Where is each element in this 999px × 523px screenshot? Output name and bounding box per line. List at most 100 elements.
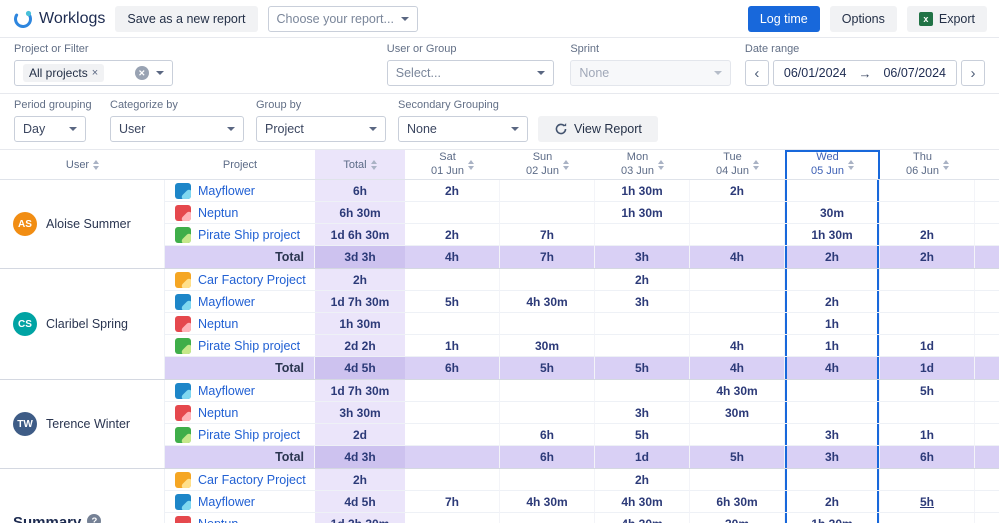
day-cell[interactable]: 2h: [595, 269, 690, 291]
group-by-select[interactable]: Project: [256, 116, 386, 142]
day-cell[interactable]: 1h 30m: [595, 180, 690, 202]
group-total-day-cell[interactable]: 6h: [500, 446, 595, 468]
day-cell[interactable]: 5h: [595, 424, 690, 446]
row-total-cell[interactable]: 2d: [315, 424, 405, 446]
project-link[interactable]: Mayflower: [198, 294, 255, 309]
day-cell[interactable]: [785, 269, 880, 291]
group-total-day-cell[interactable]: 5h: [690, 446, 785, 468]
project-link[interactable]: Mayflower: [198, 494, 255, 509]
day-cell[interactable]: [405, 469, 500, 491]
clear-icon[interactable]: ✕: [134, 66, 149, 80]
row-total-cell[interactable]: 1h 30m: [315, 313, 405, 335]
day-cell[interactable]: [690, 424, 785, 446]
column-header-day[interactable]: Mon 03 Jun: [595, 150, 690, 179]
day-cell[interactable]: [880, 313, 975, 335]
day-cell[interactable]: [500, 180, 595, 202]
group-total-cell[interactable]: 4d 3h: [315, 446, 405, 468]
group-total-cell[interactable]: 3d 3h: [315, 246, 405, 268]
day-cell[interactable]: [880, 291, 975, 313]
project-link[interactable]: Mayflower: [198, 383, 255, 398]
day-cell[interactable]: [500, 402, 595, 424]
choose-report-select[interactable]: Choose your report...: [267, 5, 418, 32]
day-cell[interactable]: 6h 30m: [690, 491, 785, 513]
start-date-input[interactable]: 06/01/2024: [783, 66, 847, 80]
group-total-day-cell[interactable]: 6h: [405, 357, 500, 379]
day-cell[interactable]: [690, 469, 785, 491]
day-cell[interactable]: 4h 30m: [500, 291, 595, 313]
group-total-day-cell[interactable]: 4h: [690, 357, 785, 379]
row-total-cell[interactable]: 3h 30m: [315, 402, 405, 424]
day-cell[interactable]: [785, 469, 880, 491]
day-cell[interactable]: 7h: [500, 224, 595, 246]
column-header-day[interactable]: Wed 05 Jun: [785, 150, 880, 179]
group-total-day-cell[interactable]: 4h: [785, 357, 880, 379]
column-header-day[interactable]: Sun 02 Jun: [500, 150, 595, 179]
day-cell[interactable]: [500, 202, 595, 224]
group-total-day-cell[interactable]: 4h: [690, 246, 785, 268]
row-total-cell[interactable]: 2h: [315, 269, 405, 291]
column-header-user[interactable]: User: [0, 150, 165, 179]
day-cell[interactable]: [880, 402, 975, 424]
day-cell[interactable]: [500, 380, 595, 402]
row-total-cell[interactable]: 2d 2h: [315, 335, 405, 357]
group-total-day-cell[interactable]: 3h: [785, 446, 880, 468]
day-cell[interactable]: 5h: [880, 491, 975, 513]
group-total-day-cell[interactable]: 4h: [405, 246, 500, 268]
user-group-select[interactable]: Select...: [386, 60, 555, 86]
project-link[interactable]: Mayflower: [198, 183, 255, 198]
day-cell[interactable]: 6h: [500, 424, 595, 446]
project-link[interactable]: Neptun: [198, 316, 239, 331]
day-cell[interactable]: [880, 269, 975, 291]
day-cell[interactable]: [500, 269, 595, 291]
day-cell[interactable]: [405, 513, 500, 523]
project-link[interactable]: Neptun: [198, 517, 238, 523]
group-total-day-cell[interactable]: 1d: [880, 357, 975, 379]
group-total-day-cell[interactable]: 5h: [500, 357, 595, 379]
day-cell[interactable]: 7h: [405, 491, 500, 513]
row-total-cell[interactable]: 2h: [315, 469, 405, 491]
group-total-day-cell[interactable]: [405, 446, 500, 468]
group-total-day-cell[interactable]: 5h: [595, 357, 690, 379]
chevron-down-icon[interactable]: [155, 71, 164, 75]
group-total-day-cell[interactable]: 1d: [595, 446, 690, 468]
day-cell[interactable]: 30m: [690, 402, 785, 424]
day-cell[interactable]: [595, 224, 690, 246]
day-cell[interactable]: 3h: [785, 424, 880, 446]
help-icon[interactable]: ?: [87, 514, 102, 523]
project-link[interactable]: Neptun: [198, 405, 239, 420]
save-report-button[interactable]: Save as a new report: [115, 5, 258, 32]
day-cell[interactable]: [690, 291, 785, 313]
day-cell[interactable]: 1h 30m: [785, 513, 880, 523]
row-total-cell[interactable]: 6h 30m: [315, 202, 405, 224]
day-cell[interactable]: [880, 513, 975, 523]
prev-period-button[interactable]: ‹: [744, 60, 769, 86]
group-total-day-cell[interactable]: 6h: [880, 446, 975, 468]
day-cell[interactable]: 4h 30m: [500, 491, 595, 513]
sprint-select[interactable]: None: [570, 60, 731, 86]
project-link[interactable]: Car Factory Project: [198, 272, 306, 287]
day-cell[interactable]: [690, 269, 785, 291]
row-total-cell[interactable]: 1d 7h 30m: [315, 380, 405, 402]
column-header-total[interactable]: Total: [315, 150, 405, 179]
group-total-day-cell[interactable]: 7h: [500, 246, 595, 268]
day-cell[interactable]: [595, 380, 690, 402]
day-cell[interactable]: [595, 335, 690, 357]
export-button[interactable]: x Export: [906, 5, 987, 32]
next-period-button[interactable]: ›: [961, 60, 985, 86]
day-cell[interactable]: 2h: [785, 491, 880, 513]
date-range-box[interactable]: 06/01/2024 → 06/07/2024: [772, 60, 957, 86]
secondary-grouping-select[interactable]: None: [398, 116, 528, 142]
day-cell[interactable]: 1d: [880, 335, 975, 357]
day-cell[interactable]: [405, 269, 500, 291]
day-cell[interactable]: 4h 30m: [595, 491, 690, 513]
day-cell[interactable]: 5h: [405, 291, 500, 313]
day-cell[interactable]: 30m: [500, 335, 595, 357]
row-total-cell[interactable]: 4d 5h: [315, 491, 405, 513]
day-cell[interactable]: 4h: [690, 335, 785, 357]
options-button[interactable]: Options: [829, 5, 897, 32]
project-link[interactable]: Neptun: [198, 205, 239, 220]
day-cell[interactable]: 5h: [880, 380, 975, 402]
day-cell[interactable]: 4h 30m: [595, 513, 690, 523]
day-cell[interactable]: [595, 313, 690, 335]
row-total-cell[interactable]: 6h: [315, 180, 405, 202]
